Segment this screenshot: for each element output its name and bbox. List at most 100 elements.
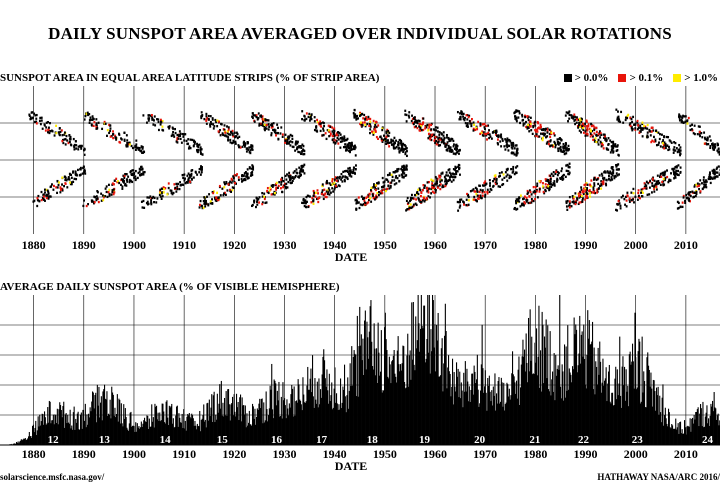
butterfly-mark [515,109,518,112]
butterfly-mark [657,179,660,183]
butterfly-mark [95,118,98,121]
butterfly-mark [233,174,236,177]
area-bar [86,414,88,445]
area-bar [96,384,98,445]
butterfly-mark [544,183,547,186]
area-bar [209,416,211,445]
area-bar [500,401,502,445]
butterfly-mark [331,126,334,129]
butterfly-mark [516,165,519,168]
butterfly-mark [395,139,397,142]
area-bar [312,396,314,445]
area-bar [372,366,374,445]
butterfly-mark [708,173,711,177]
butterfly-mark [509,140,512,143]
butterfly-mark [654,140,657,143]
butterfly-mark [536,182,539,185]
butterfly-mark [709,144,712,148]
area-bar [235,416,237,445]
butterfly-mark [50,129,53,132]
area-bar [143,420,145,445]
area-bar [455,391,457,445]
butterfly-mark [113,183,115,186]
butterfly-mark [266,186,269,190]
butterfly-mark [434,182,437,186]
butterfly-mark [219,128,221,132]
butterfly-mark [348,166,351,170]
butterfly-mark [405,120,408,123]
area-bar [671,424,673,445]
butterfly-mark [298,151,301,154]
butterfly-mark [422,196,425,199]
butterfly-mark [216,191,219,194]
butterfly-mark [456,110,459,114]
butterfly-mark [692,132,695,135]
butterfly-mark [580,194,583,198]
area-bar [420,295,422,445]
butterfly-mark [463,119,466,122]
cycle-number-20: 20 [474,434,486,446]
butterfly-mark [591,129,594,133]
area-bar [85,427,87,445]
butterfly-mark [492,131,495,134]
area-bar [150,426,152,445]
butterfly-mark [566,163,569,167]
area-bar [218,403,220,445]
area-bar [340,378,342,445]
butterfly-mark [567,148,570,151]
area-bar [242,405,244,445]
area-bar [292,388,294,445]
butterfly-mark [597,132,600,136]
butterfly-mark [378,190,380,194]
area-x-axis-label: DATE [335,459,367,473]
butterfly-mark [514,117,517,120]
butterfly-mark [572,117,575,120]
butterfly-mark [324,192,327,195]
butterfly-mark [257,112,260,115]
butterfly-mark [219,194,222,197]
butterfly-mark [369,189,372,192]
area-bar [449,373,451,445]
butterfly-mark [85,204,88,208]
area-bar [524,349,526,445]
butterfly-mark [582,131,585,134]
butterfly-mark [227,133,230,136]
butterfly-mark [362,117,365,120]
area-bar [203,404,205,445]
butterfly-mark [468,114,471,117]
butterfly-mark [592,186,595,189]
area-bar [260,408,262,445]
butterfly-mark [418,125,421,128]
butterfly-mark [589,132,592,135]
butterfly-mark [472,129,475,132]
butterfly-mark [277,131,279,135]
area-bar [652,406,654,445]
butterfly-mark [198,143,201,146]
area-bar [244,405,246,445]
butterfly-mark [301,143,304,146]
butterfly-mark [291,176,294,180]
butterfly-mark [605,182,607,185]
butterfly-mark [182,176,185,180]
area-bar [135,422,137,445]
area-bar [148,428,150,445]
butterfly-mark [637,189,640,192]
area-bar [368,331,370,445]
butterfly-mark [473,198,476,201]
butterfly-mark [556,174,559,177]
butterfly-mark [224,193,227,196]
area-bar [467,381,469,445]
area-bar [433,347,435,445]
area-bar [620,407,622,445]
butterfly-mark [473,123,475,126]
butterfly-mark [113,179,116,182]
area-bar [404,388,406,445]
butterfly-mark [453,143,455,146]
butterfly-mark [105,185,108,188]
area-bar [508,396,510,445]
butterfly-mark [462,201,465,204]
area-bar [318,378,320,445]
area-cycle-numbers: 12 13 14 15 16 17 18 19 20 21 22 23 24 [48,434,714,446]
butterfly-mark [382,188,385,191]
area-bars [9,295,720,445]
